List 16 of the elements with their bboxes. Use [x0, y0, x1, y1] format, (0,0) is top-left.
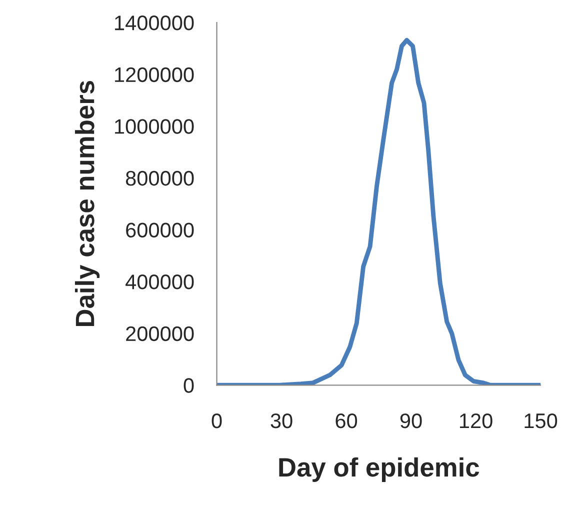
y-tick-label: 1200000 [115, 67, 194, 82]
x-tick-label: 150 [524, 413, 558, 428]
y-tick-label: 800000 [126, 170, 194, 186]
y-tick-label: 200000 [126, 326, 194, 342]
y-tick-label: 0 [184, 378, 194, 393]
x-tick-label: 120 [460, 413, 492, 428]
y-tick-label: 400000 [126, 274, 194, 290]
x-axis-title: Day of epidemic [279, 457, 480, 482]
y-tick-label: 1400000 [115, 16, 194, 30]
y-tick-label: 1000000 [115, 119, 194, 134]
x-tick-label: 0 [212, 413, 222, 428]
y-tick-label: 600000 [126, 222, 194, 238]
x-tick-label: 30 [270, 413, 292, 428]
y-axis-title: Daily case numbers [74, 80, 100, 326]
x-tick-label: 90 [400, 413, 422, 428]
x-tick-label: 60 [336, 413, 358, 428]
